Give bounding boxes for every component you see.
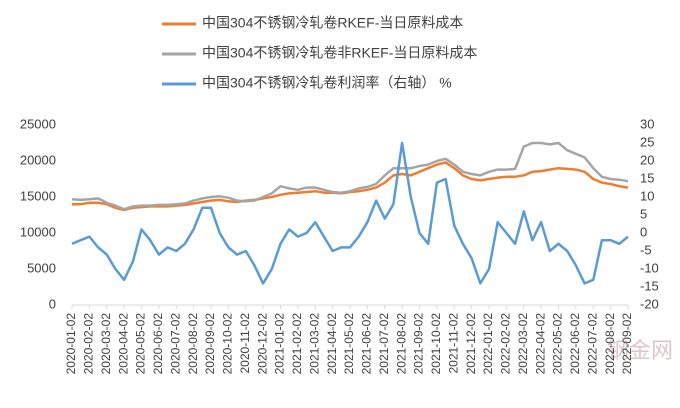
x-tick-label: 2021-12-02 xyxy=(464,313,478,375)
y2-tick-label: -5 xyxy=(640,242,652,257)
y2-tick-label: 20 xyxy=(640,152,654,167)
x-tick-label: 2022-06-02 xyxy=(568,313,582,375)
x-tick-label: 2021-10-02 xyxy=(429,313,443,375)
y-tick-label: 20000 xyxy=(20,152,56,167)
x-tick-label: 2020-07-02 xyxy=(168,313,182,375)
y2-tick-label: 0 xyxy=(640,224,647,239)
y2-tick-label: -20 xyxy=(640,296,659,311)
x-tick-label: 2022-09-02 xyxy=(620,313,634,375)
watermark: 钢金网 xyxy=(607,338,673,363)
x-tick-label: 2021-08-02 xyxy=(394,313,408,375)
x-tick-label: 2022-07-02 xyxy=(585,313,599,375)
y2-tick-label: 10 xyxy=(640,188,654,203)
y2-tick-label: -10 xyxy=(640,260,659,275)
x-tick-label: 2021-11-02 xyxy=(446,313,460,374)
y2-tick-label: 30 xyxy=(640,116,654,131)
series-line xyxy=(72,161,629,212)
x-tick-label: 2020-05-02 xyxy=(134,313,148,375)
x-tick-label: 2022-04-02 xyxy=(533,313,547,375)
x-tick-label: 2021-02-02 xyxy=(290,313,304,375)
x-tick-label: 2021-07-02 xyxy=(377,313,391,375)
x-tick-label: 2022-02-02 xyxy=(499,313,513,375)
x-tick-label: 2020-01-02 xyxy=(64,313,78,375)
series-line xyxy=(71,141,629,285)
x-tick-label: 2021-03-02 xyxy=(307,313,321,375)
x-tick-label: 2022-01-02 xyxy=(481,313,495,375)
x-tick-label: 2021-04-02 xyxy=(325,313,339,375)
y-tick-label: 15000 xyxy=(20,188,56,203)
legend-label: 中国304不锈钢冷轧卷非RKEF-当日原料成本 xyxy=(202,45,477,61)
y-tick-label: 5000 xyxy=(27,260,56,275)
x-tick-label: 2021-01-02 xyxy=(273,313,287,375)
y2-tick-label: -15 xyxy=(640,278,659,293)
y2-tick-label: 5 xyxy=(640,206,647,221)
y2-tick-label: 25 xyxy=(640,134,654,149)
x-tick-label: 2020-09-02 xyxy=(203,313,217,375)
x-tick-label: 2020-10-02 xyxy=(221,313,235,375)
x-tick-label: 2020-08-02 xyxy=(186,313,200,375)
x-tick-label: 2022-08-02 xyxy=(603,313,617,375)
x-tick-label: 2020-03-02 xyxy=(99,313,113,375)
y-tick-label: 25000 xyxy=(20,116,56,131)
y-tick-label: 10000 xyxy=(20,224,56,239)
x-tick-label: 2020-04-02 xyxy=(116,313,130,375)
x-tick-label: 2021-06-02 xyxy=(360,313,374,375)
x-tick-label: 2020-12-02 xyxy=(255,313,269,375)
y-tick-label: 0 xyxy=(49,296,56,311)
legend-label: 中国304不锈钢冷轧卷利润率（右轴） % xyxy=(202,75,452,91)
x-tick-label: 2020-02-02 xyxy=(82,313,96,375)
x-tick-label: 2022-05-02 xyxy=(551,313,565,375)
x-tick-label: 2021-05-02 xyxy=(342,313,356,375)
legend-label: 中国304不锈钢冷轧卷RKEF-当日原料成本 xyxy=(202,15,463,31)
x-tick-label: 2021-09-02 xyxy=(412,313,426,375)
x-tick-label: 2020-11-02 xyxy=(238,313,252,374)
x-tick-label: 2022-03-02 xyxy=(516,313,530,375)
y2-tick-label: 15 xyxy=(640,170,654,185)
x-tick-label: 2020-06-02 xyxy=(151,313,165,375)
series-line xyxy=(71,141,629,211)
